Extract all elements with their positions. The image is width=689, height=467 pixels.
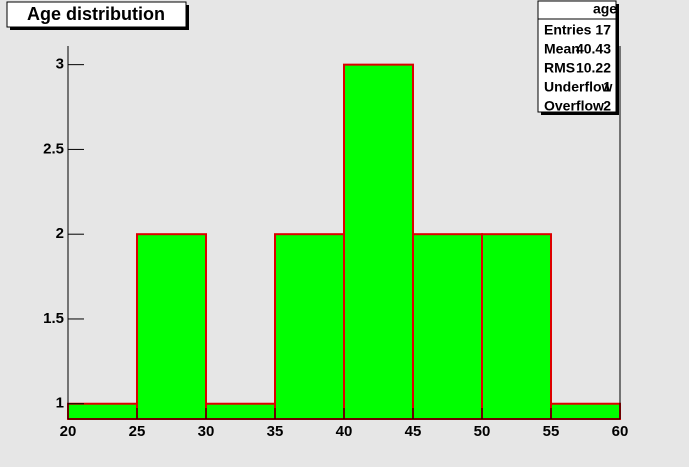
y-tick-label: 1.5 xyxy=(43,310,64,327)
stats-value: 17 xyxy=(595,22,611,38)
x-tick-label: 35 xyxy=(267,423,284,440)
x-tick-label: 50 xyxy=(474,423,491,440)
stats-label: Underflow xyxy=(544,79,613,95)
stats-value: 1 xyxy=(603,79,611,95)
bar xyxy=(274,233,345,420)
bar xyxy=(550,402,621,420)
y-tick-label: 1 xyxy=(56,395,64,412)
bar xyxy=(481,233,552,420)
title-box xyxy=(6,1,187,28)
x-tick-label: 30 xyxy=(198,423,215,440)
plot: 20 25 30 35 40 45 50 55 60 1 1.5 2 2.5 3 xyxy=(43,46,628,440)
x-tick-label: 60 xyxy=(612,423,629,440)
bar xyxy=(136,233,207,420)
stats-value: 2 xyxy=(603,98,611,114)
bar xyxy=(412,233,483,420)
stats-label: Overflow xyxy=(544,98,604,114)
stats-value: 10.22 xyxy=(576,60,611,76)
bar xyxy=(343,63,414,421)
y-tick-label: 2 xyxy=(56,225,64,242)
y-tick-label: 2.5 xyxy=(43,140,64,157)
bar xyxy=(67,402,138,420)
bar xyxy=(205,402,276,420)
stats-label: Mean xyxy=(544,41,580,57)
x-tick-label: 55 xyxy=(543,423,560,440)
chart-title: Age distribution xyxy=(27,4,165,24)
stats-label: RMS xyxy=(544,60,575,76)
x-tick-label: 40 xyxy=(336,423,353,440)
stats-label: Entries xyxy=(544,22,592,38)
x-tick-label: 20 xyxy=(60,423,77,440)
y-tick-label: 3 xyxy=(56,56,64,73)
x-tick-label: 25 xyxy=(129,423,146,440)
x-tick-label: 45 xyxy=(405,423,422,440)
stats-value: 40.43 xyxy=(576,41,611,57)
stats-title: age xyxy=(593,1,617,17)
